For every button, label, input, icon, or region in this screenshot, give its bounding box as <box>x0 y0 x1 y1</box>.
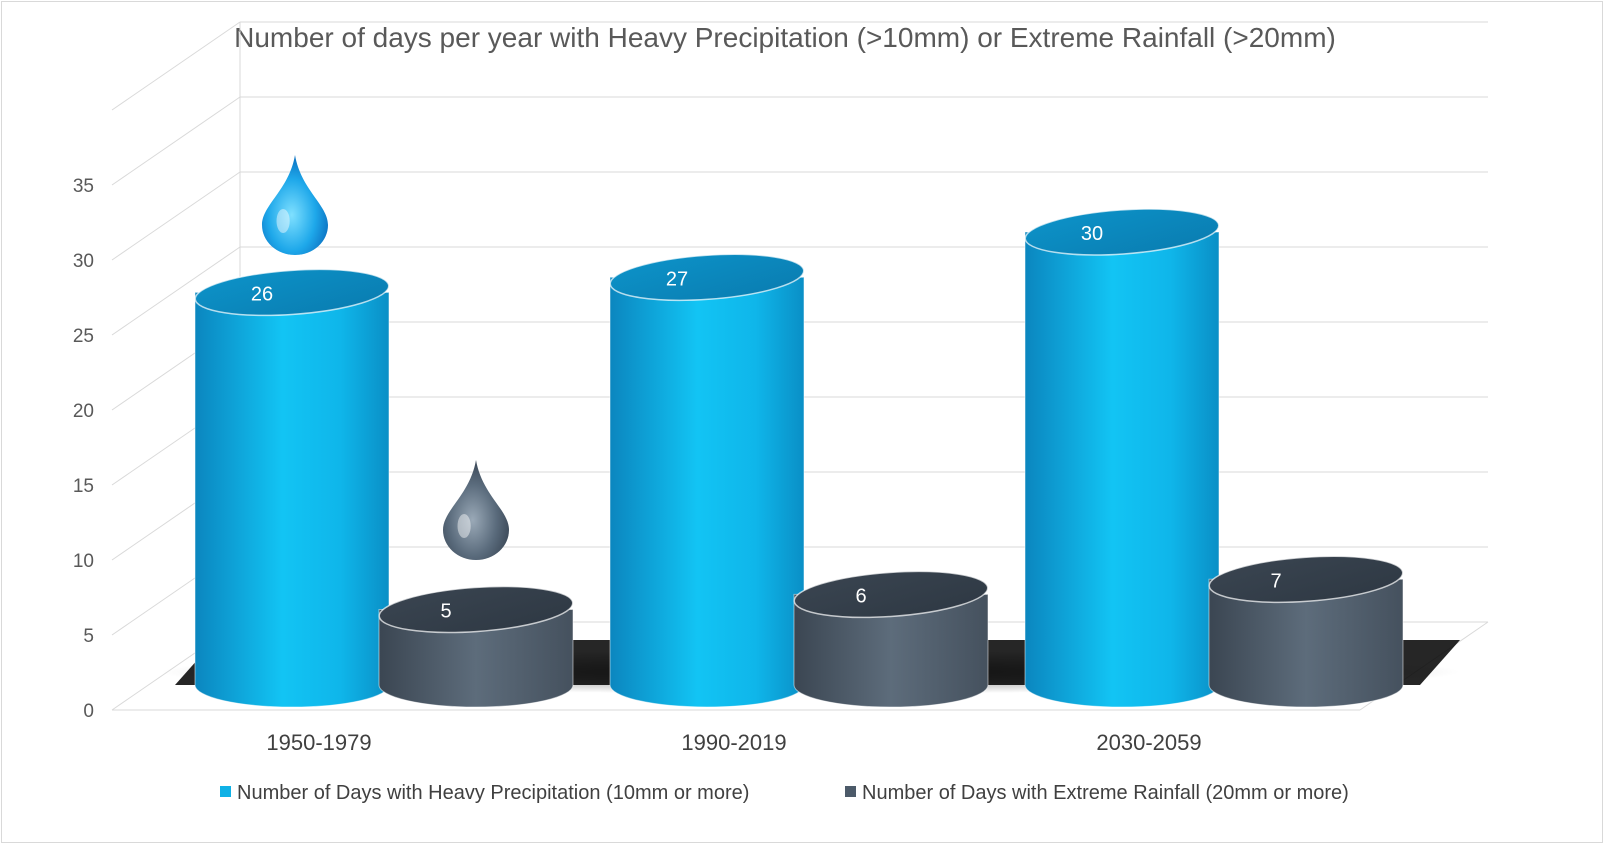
bar-top <box>1208 555 1404 604</box>
droplet-highlight <box>457 514 471 538</box>
y-tick-label: 30 <box>73 251 94 272</box>
x-axis: 1950-1979 1990-2019 2030-2059 <box>266 730 1201 755</box>
droplets <box>262 155 509 560</box>
data-labels: 26 5 27 6 30 7 <box>251 223 1282 623</box>
data-label: 26 <box>251 283 273 305</box>
data-label: 7 <box>1270 570 1281 592</box>
gridline-side <box>111 96 241 186</box>
legend-label: Number of Days with Heavy Precipitation … <box>237 782 749 804</box>
water-drop-icon <box>262 155 328 255</box>
data-label: 5 <box>440 601 451 623</box>
bar-top <box>793 570 989 619</box>
y-tick-label: 10 <box>73 551 94 572</box>
x-tick-label: 2030-2059 <box>1096 730 1201 755</box>
gridline-side <box>111 21 241 111</box>
bar <box>1208 578 1404 708</box>
bar <box>609 276 805 708</box>
bar-top <box>1024 208 1220 256</box>
legend-label: Number of Days with Extreme Rainfall (20… <box>862 782 1349 804</box>
bar <box>793 593 989 708</box>
y-tick-label: 20 <box>73 401 94 422</box>
droplet-highlight <box>276 209 290 233</box>
data-label: 27 <box>666 268 688 290</box>
x-tick-label: 1990-2019 <box>681 730 786 755</box>
gridline-side <box>111 171 241 261</box>
bar <box>194 291 390 708</box>
y-tick-label: 5 <box>83 626 94 647</box>
y-tick-label: 25 <box>73 326 94 347</box>
y-tick-label: 35 <box>73 176 94 197</box>
data-label: 30 <box>1081 223 1103 245</box>
bar-top <box>378 585 574 634</box>
y-tick-label: 0 <box>83 701 94 722</box>
legend-swatch <box>220 786 231 797</box>
data-label: 6 <box>855 585 866 607</box>
bar-top <box>194 268 390 317</box>
y-tick-label: 15 <box>73 476 94 497</box>
water-drop-icon <box>443 460 509 560</box>
legend: Number of Days with Heavy Precipitation … <box>220 782 1349 804</box>
bars <box>194 208 1404 708</box>
bar <box>378 609 574 708</box>
legend-swatch <box>845 786 856 797</box>
x-tick-label: 1950-1979 <box>266 730 371 755</box>
bar <box>1024 231 1220 708</box>
chart-title: Number of days per year with Heavy Preci… <box>234 22 1336 53</box>
y-axis: 0 5 10 15 20 25 30 35 <box>73 176 94 722</box>
gridline-side <box>111 246 241 336</box>
bar-top <box>609 253 805 302</box>
